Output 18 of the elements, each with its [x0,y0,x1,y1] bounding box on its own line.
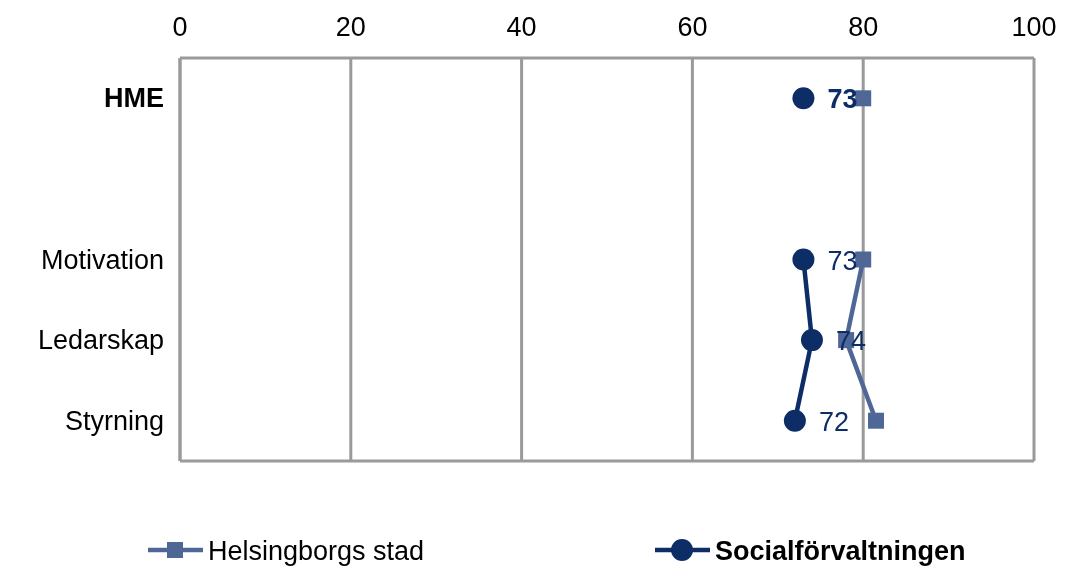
y-tick-label: Motivation [40,244,164,275]
y-tick-label: Styrning [64,405,164,436]
point [868,412,885,429]
x-tick-label: 100 [1011,12,1057,42]
point [783,409,806,432]
point [792,87,815,110]
x-tick-label: 80 [848,12,879,42]
x-tick-label: 0 [172,12,188,42]
point [800,329,823,352]
x-tick-label: 60 [677,12,708,42]
legend-label: Helsingborgs stad [208,536,425,566]
y-tick-label: Ledarskap [37,325,164,356]
legend-label: Socialförvaltningen [715,536,966,566]
point [792,248,815,271]
data-label: 72 [818,406,849,437]
x-tick-label: 40 [506,12,537,42]
y-tick-label: HME [104,83,164,114]
x-tick-label: 20 [335,12,366,42]
